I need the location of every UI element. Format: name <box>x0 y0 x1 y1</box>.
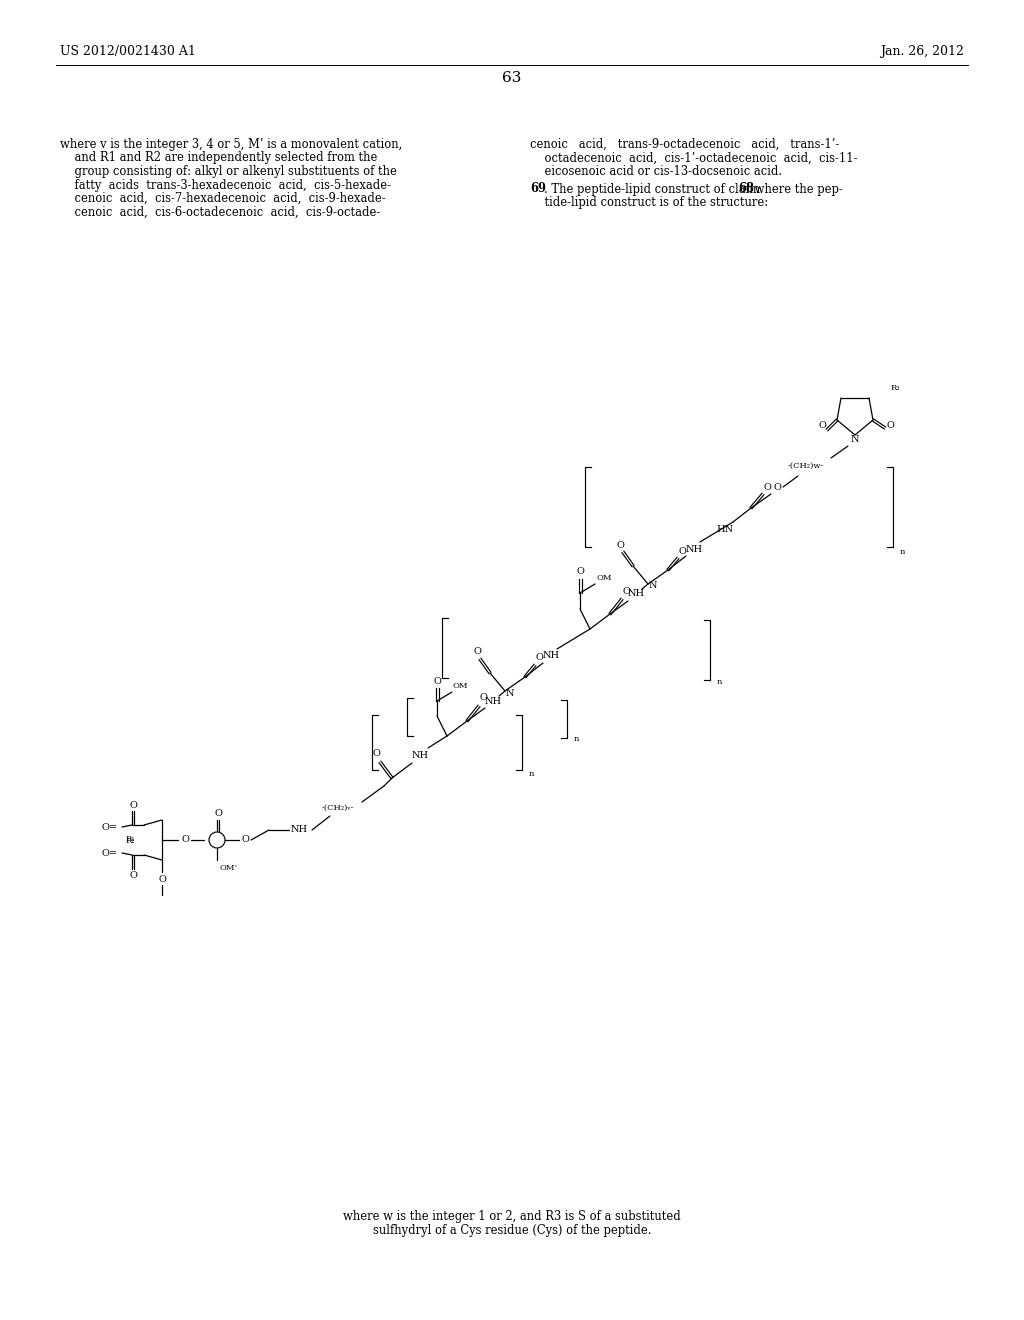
Text: O: O <box>241 836 249 845</box>
Text: cenoic   acid,   trans-9-octadecenoic   acid,   trans-1’-: cenoic acid, trans-9-octadecenoic acid, … <box>530 139 840 150</box>
Text: 63: 63 <box>503 71 521 84</box>
Text: NH: NH <box>291 825 307 834</box>
Text: n: n <box>717 678 722 686</box>
Text: NH: NH <box>484 697 502 705</box>
Text: N: N <box>851 436 859 445</box>
Text: O=: O= <box>102 849 118 858</box>
Text: sulfhydryl of a Cys residue (Cys) of the peptide.: sulfhydryl of a Cys residue (Cys) of the… <box>373 1224 651 1237</box>
Text: where w is the integer 1 or 2, and R3 is S of a substituted: where w is the integer 1 or 2, and R3 is… <box>343 1210 681 1224</box>
Text: fatty  acids  trans-3-hexadecenoic  acid,  cis-5-hexade-: fatty acids trans-3-hexadecenoic acid, c… <box>60 178 391 191</box>
Text: O=: O= <box>102 822 118 832</box>
Text: O: O <box>473 648 481 656</box>
Text: tide-lipid construct is of the structure:: tide-lipid construct is of the structure… <box>530 195 768 209</box>
Text: O: O <box>129 870 137 879</box>
Text: N: N <box>506 689 514 697</box>
Text: OM’: OM’ <box>220 865 239 873</box>
Text: O: O <box>773 483 781 491</box>
Text: O: O <box>181 836 189 845</box>
Text: Jan. 26, 2012: Jan. 26, 2012 <box>880 45 964 58</box>
Text: and R1 and R2 are independently selected from the: and R1 and R2 are independently selected… <box>60 152 378 165</box>
Text: where the pep-: where the pep- <box>751 182 843 195</box>
Text: NH: NH <box>543 652 559 660</box>
Text: O: O <box>577 568 584 577</box>
Text: P: P <box>214 836 220 845</box>
Text: -(CH₂)w-: -(CH₂)w- <box>787 462 824 470</box>
Text: O: O <box>129 800 137 809</box>
Text: . The peptide-lipid construct of claim: . The peptide-lipid construct of claim <box>544 182 764 195</box>
Text: n: n <box>529 770 535 777</box>
Text: O: O <box>479 693 487 702</box>
Text: O: O <box>158 874 166 883</box>
Text: R₂: R₂ <box>125 837 135 845</box>
Text: 68: 68 <box>738 182 754 195</box>
Text: US 2012/0021430 A1: US 2012/0021430 A1 <box>60 45 196 58</box>
Text: eicosenoic acid or cis-13-docsenoic acid.: eicosenoic acid or cis-13-docsenoic acid… <box>530 165 782 178</box>
Text: -(CH₂)ᵥ-: -(CH₂)ᵥ- <box>322 804 354 812</box>
Text: where v is the integer 3, 4 or 5, M’ is a monovalent cation,: where v is the integer 3, 4 or 5, M’ is … <box>60 139 402 150</box>
Text: n: n <box>574 735 580 743</box>
Text: NH: NH <box>628 590 644 598</box>
Text: O: O <box>214 809 222 818</box>
Text: OM: OM <box>453 682 468 690</box>
Text: O: O <box>622 587 630 597</box>
Text: HN: HN <box>717 525 733 535</box>
Text: O: O <box>886 421 894 430</box>
Text: NH: NH <box>412 751 429 760</box>
Text: OM: OM <box>596 574 611 582</box>
Text: 69: 69 <box>530 182 546 195</box>
Text: cenoic  acid,  cis-6-octadecenoic  acid,  cis-9-octade-: cenoic acid, cis-6-octadecenoic acid, ci… <box>60 206 380 219</box>
Text: O: O <box>372 750 380 759</box>
Circle shape <box>209 832 225 847</box>
Text: octadecenoic  acid,  cis-1’-octadecenoic  acid,  cis-11-: octadecenoic acid, cis-1’-octadecenoic a… <box>530 152 857 165</box>
Text: O: O <box>763 483 771 491</box>
Text: N: N <box>649 582 657 590</box>
Text: R₃: R₃ <box>891 384 900 392</box>
Text: O: O <box>616 540 624 549</box>
Text: R₁: R₁ <box>125 836 135 843</box>
Text: O: O <box>433 676 441 685</box>
Text: O: O <box>536 653 543 663</box>
Text: O: O <box>818 421 826 430</box>
Text: group consisting of: alkyl or alkenyl substituents of the: group consisting of: alkyl or alkenyl su… <box>60 165 397 178</box>
Text: O: O <box>678 546 686 556</box>
Text: n: n <box>900 548 905 556</box>
Text: NH: NH <box>685 544 702 553</box>
Text: cenoic  acid,  cis-7-hexadecenoic  acid,  cis-9-hexade-: cenoic acid, cis-7-hexadecenoic acid, ci… <box>60 191 386 205</box>
